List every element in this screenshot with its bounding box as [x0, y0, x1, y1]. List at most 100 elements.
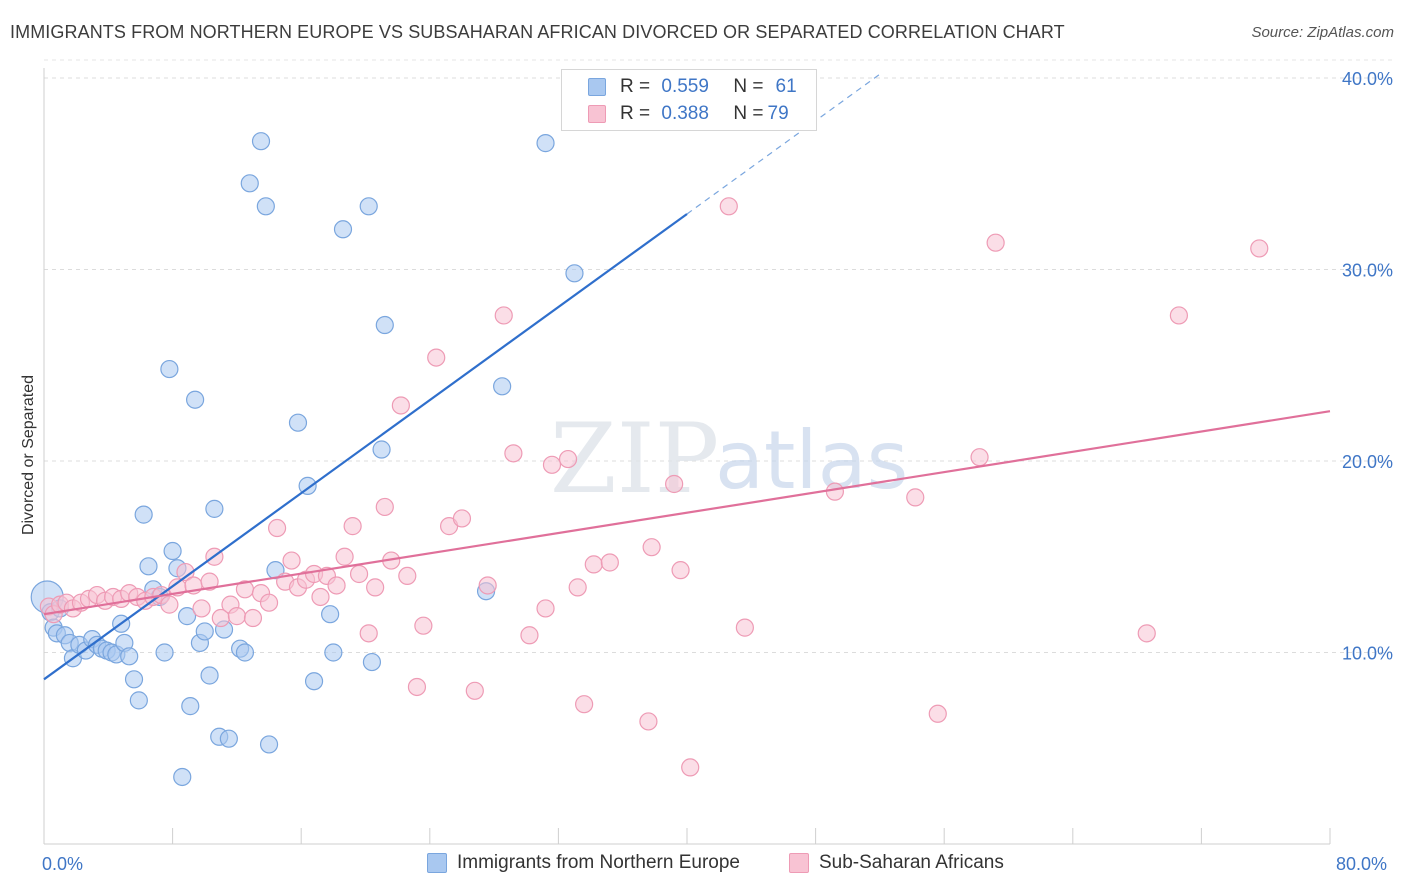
point-northern-europe-54 [362, 652, 382, 672]
bottom-legend-label-2: Sub-Saharan Africans [819, 852, 1004, 873]
point-sub-saharan-70 [719, 197, 738, 216]
point-sub-saharan-75 [970, 448, 989, 467]
point-sub-saharan-21 [200, 572, 219, 591]
legend-swatch-pink [588, 105, 606, 123]
r-label: R = [620, 76, 651, 97]
point-northern-europe-45 [259, 735, 279, 754]
point-northern-europe-49 [304, 672, 324, 691]
point-northern-europe-55 [372, 440, 391, 459]
n-value-1: 61 [775, 76, 797, 97]
point-sub-saharan-27 [243, 608, 263, 628]
legend-row-sub-saharan: R = 0.388 N = 79 [562, 101, 789, 127]
trend-line-northern-europe-extension [686, 73, 881, 215]
axes [43, 68, 1331, 845]
point-northern-europe-59 [536, 134, 555, 153]
point-northern-europe-50 [321, 605, 340, 624]
y-tick-label-10: 10.0% [1342, 644, 1393, 664]
n-label: N = [733, 76, 764, 97]
point-sub-saharan-41 [349, 564, 369, 584]
point-northern-europe-19 [124, 670, 144, 689]
point-northern-europe-35 [200, 666, 219, 685]
point-sub-saharan-68 [671, 561, 690, 580]
point-sub-saharan-67 [665, 474, 684, 494]
x-max-label: 80.0% [1336, 854, 1387, 874]
point-northern-europe-44 [256, 197, 275, 216]
point-sub-saharan-46 [391, 396, 410, 415]
point-northern-europe-27 [163, 541, 182, 561]
point-northern-europe-47 [288, 413, 308, 432]
point-northern-europe-25 [155, 643, 174, 662]
chart-title: IMMIGRANTS FROM NORTHERN EUROPE VS SUBSA… [10, 22, 1065, 42]
point-sub-saharan-63 [584, 555, 603, 574]
point-sub-saharan-43 [366, 578, 385, 597]
point-sub-saharan-30 [267, 518, 287, 538]
point-sub-saharan-55 [494, 306, 513, 325]
n-label: N = [733, 103, 764, 124]
point-sub-saharan-59 [542, 455, 562, 474]
point-northern-europe-52 [333, 220, 353, 239]
point-sub-saharan-65 [639, 712, 658, 731]
point-sub-saharan-47 [398, 566, 417, 586]
point-sub-saharan-40 [343, 517, 362, 536]
bottom-legend-label-1: Immigrants from Northern Europe [457, 852, 740, 873]
point-northern-europe-56 [375, 315, 394, 335]
point-sub-saharan-48 [407, 677, 427, 697]
point-northern-europe-29 [173, 767, 192, 787]
r-value-1: 0.559 [661, 76, 709, 97]
point-sub-saharan-60 [558, 449, 578, 469]
point-sub-saharan-56 [504, 444, 523, 463]
trend-line-northern-europe [43, 213, 688, 681]
bottom-legend-item-northern-europe: Immigrants from Northern Europe [427, 852, 740, 874]
y-tick-label-40: 40.0% [1342, 69, 1393, 89]
point-sub-saharan-38 [327, 576, 346, 595]
watermark-zip: ZIP [550, 403, 719, 515]
bottom-legend-swatch-pink [789, 853, 809, 873]
trend-lines [43, 73, 1331, 681]
point-northern-europe-34 [195, 622, 214, 641]
point-northern-europe-60 [565, 264, 584, 283]
point-sub-saharan-58 [536, 599, 555, 618]
data-points [30, 132, 1269, 787]
point-sub-saharan-50 [427, 348, 446, 367]
point-sub-saharan-78 [1169, 306, 1188, 325]
point-sub-saharan-36 [311, 587, 330, 607]
y-tick-label-30: 30.0% [1342, 261, 1393, 281]
bottom-legend-item-sub-saharan: Sub-Saharan Africans [789, 852, 1004, 874]
point-sub-saharan-76 [986, 233, 1005, 252]
point-northern-europe-26 [160, 359, 179, 379]
point-sub-saharan-77 [1137, 624, 1156, 643]
point-northern-europe-58 [493, 377, 512, 396]
point-sub-saharan-72 [825, 482, 844, 501]
point-sub-saharan-74 [928, 704, 947, 723]
y-tick-labels: 10.0% 20.0% 30.0% 40.0% [1342, 69, 1393, 664]
point-sub-saharan-16 [160, 595, 179, 614]
legend-swatch-blue [588, 78, 606, 96]
point-sub-saharan-25 [227, 607, 246, 626]
point-sub-saharan-73 [906, 488, 925, 507]
point-northern-europe-22 [139, 557, 158, 576]
point-sub-saharan-57 [520, 626, 539, 645]
point-northern-europe-31 [181, 697, 200, 716]
source-label: Source: ZipAtlas.com [1251, 24, 1394, 41]
point-northern-europe-41 [235, 643, 255, 662]
gridlines [44, 59, 1394, 653]
point-sub-saharan-62 [575, 695, 594, 714]
point-sub-saharan-64 [600, 553, 619, 572]
point-sub-saharan-79 [1250, 239, 1269, 258]
point-sub-saharan-66 [642, 538, 661, 557]
y-axis-label: Divorced or Separated [20, 375, 37, 535]
point-sub-saharan-61 [568, 578, 587, 597]
point-northern-europe-20 [129, 691, 148, 710]
point-northern-europe-53 [359, 197, 378, 216]
point-sub-saharan-44 [375, 497, 394, 517]
x-min-label: 0.0% [42, 854, 83, 874]
stats-legend: R = 0.559 N = 61 R = 0.388 N = 79 [561, 69, 817, 131]
point-sub-saharan-20 [192, 599, 211, 618]
point-sub-saharan-54 [478, 576, 497, 595]
point-sub-saharan-49 [414, 616, 433, 635]
point-sub-saharan-29 [259, 593, 279, 612]
point-sub-saharan-39 [335, 547, 354, 566]
point-sub-saharan-42 [359, 624, 378, 643]
point-sub-saharan-53 [465, 681, 484, 700]
